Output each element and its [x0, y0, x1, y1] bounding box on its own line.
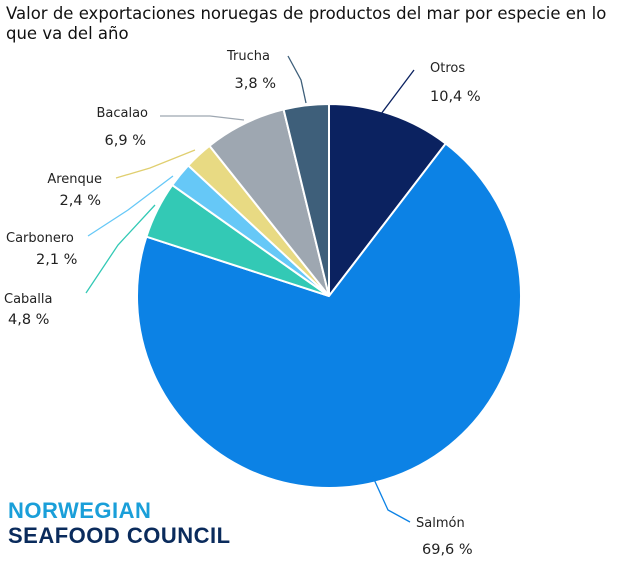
pie-slice-trucha [282, 102, 330, 297]
slice-value-trucha: 3,8 % [235, 76, 276, 92]
slice-label-arenque: Arenque [47, 172, 102, 187]
leader-line-bacalao [160, 115, 245, 121]
slice-value-salmón: 69,6 % [422, 542, 473, 558]
slice-value-otros: 10,4 % [430, 89, 481, 105]
logo-line-1: NORWEGIAN [8, 498, 152, 523]
slice-label-otros: Otros [430, 61, 465, 76]
slice-label-bacalao: Bacalao [96, 106, 148, 121]
pie-slice-salmón [136, 142, 522, 489]
leader-line-arenque [115, 149, 196, 179]
slice-value-carbonero: 2,1 % [36, 252, 77, 268]
slice-label-caballa: Caballa [4, 292, 52, 307]
norwegian-seafood-council-logo: NORWEGIAN SEAFOOD COUNCIL [8, 498, 231, 548]
slice-label-carbonero: Carbonero [6, 231, 74, 246]
pie-slice-otros [328, 102, 448, 299]
leader-line-otros [377, 69, 415, 119]
slice-value-caballa: 4,8 % [8, 312, 49, 328]
slice-label-trucha: Trucha [226, 49, 270, 64]
slice-value-arenque: 2,4 % [60, 193, 101, 209]
slice-label-salmón: Salmón [416, 516, 465, 531]
slice-value-bacalao: 6,9 % [105, 133, 146, 149]
chart-title: Valor de exportaciones noruegas de produ… [6, 4, 607, 43]
leader-line-caballa [85, 204, 156, 294]
logo-line-2: SEAFOOD COUNCIL [8, 523, 231, 548]
leader-line-carbonero [87, 175, 174, 237]
leader-line-salmón [371, 474, 411, 523]
leader-line-trucha [287, 55, 307, 104]
